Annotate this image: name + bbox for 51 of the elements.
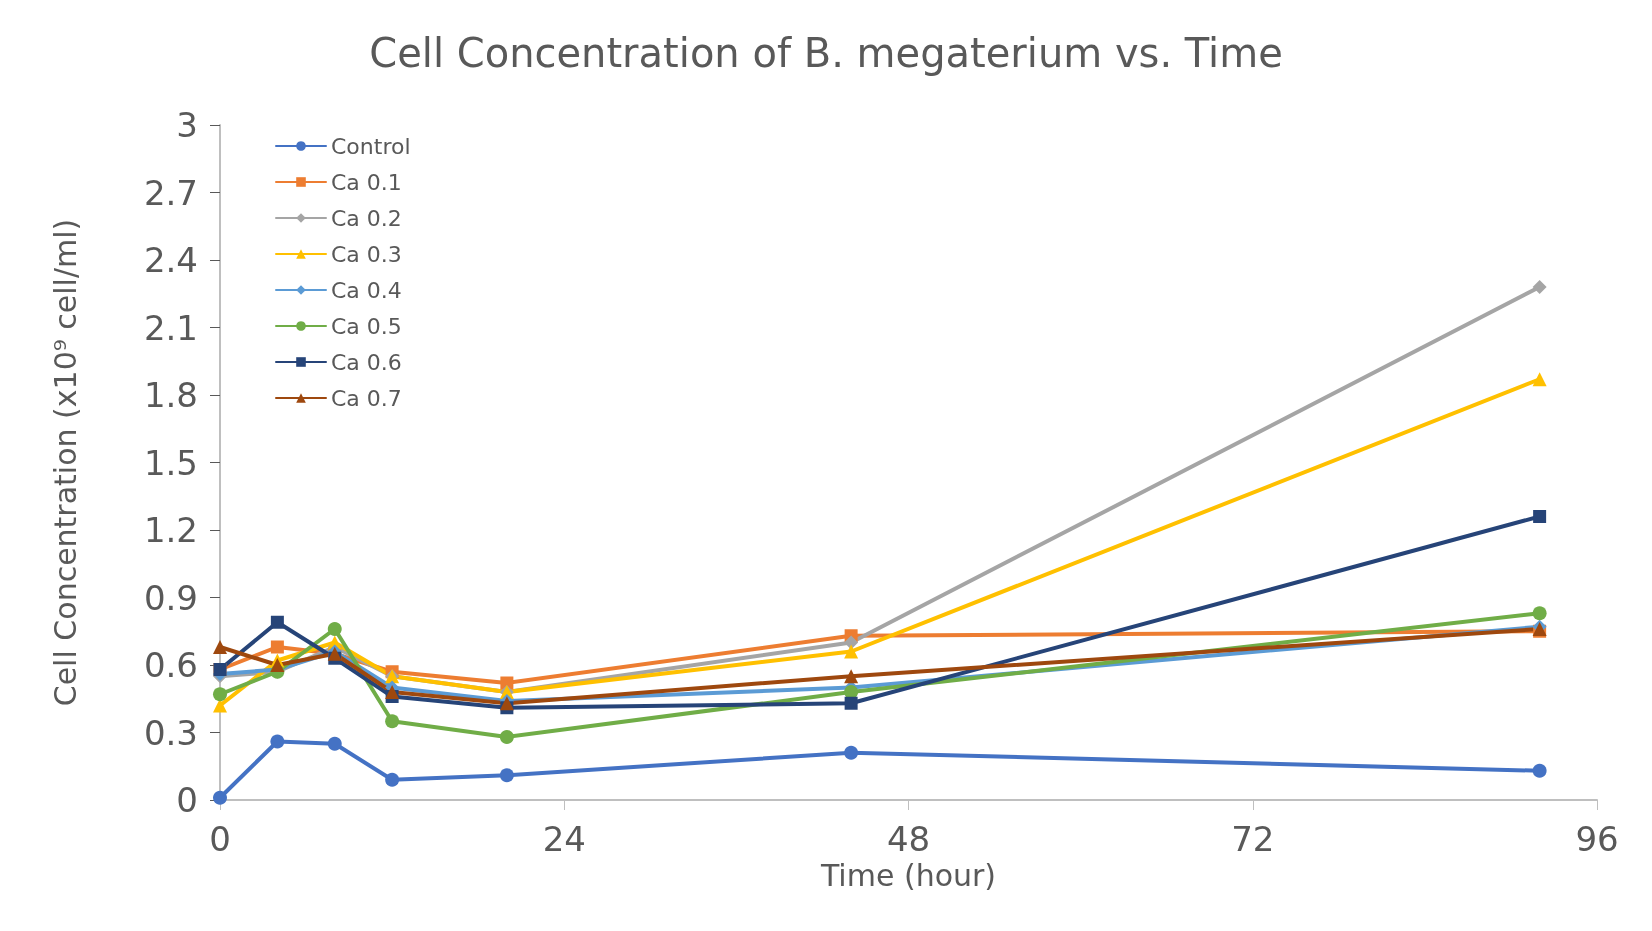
legend-label: Ca 0.2 bbox=[331, 205, 402, 231]
y-tick-label: 1.5 bbox=[143, 442, 198, 483]
point bbox=[270, 734, 285, 749]
point bbox=[213, 687, 227, 702]
legend-label: Control bbox=[331, 133, 411, 159]
point bbox=[844, 669, 859, 684]
point bbox=[213, 640, 227, 654]
legend-label: Ca 0.1 bbox=[331, 169, 402, 195]
point bbox=[1533, 510, 1547, 523]
x-tick-label: 72 bbox=[1231, 819, 1275, 859]
legend-label: Ca 0.4 bbox=[331, 277, 402, 303]
point bbox=[1532, 763, 1547, 778]
point bbox=[844, 745, 859, 760]
y-tick-label: 1.2 bbox=[143, 510, 198, 550]
point bbox=[1532, 280, 1547, 294]
legend-label: Ca 0.3 bbox=[331, 241, 402, 267]
y-tick-label: 2.1 bbox=[143, 307, 198, 348]
point bbox=[499, 768, 514, 783]
point bbox=[327, 622, 342, 636]
point bbox=[385, 772, 400, 787]
point bbox=[1532, 372, 1547, 387]
point bbox=[844, 696, 858, 710]
point bbox=[327, 736, 342, 751]
legend-label: Ca 0.5 bbox=[331, 313, 402, 339]
point bbox=[270, 640, 284, 654]
point bbox=[499, 730, 514, 744]
x-tick-label: 48 bbox=[886, 819, 931, 859]
legend-label: Ca 0.7 bbox=[331, 385, 402, 411]
point bbox=[844, 685, 859, 699]
y-tick-label: 0.3 bbox=[143, 712, 198, 753]
point bbox=[270, 615, 284, 629]
point bbox=[1532, 606, 1547, 621]
x-axis-title: Time (hour) bbox=[819, 858, 997, 894]
x-tick-label: 24 bbox=[542, 819, 586, 859]
point bbox=[844, 644, 859, 659]
point bbox=[270, 658, 285, 672]
x-tick-label: 96 bbox=[1575, 819, 1619, 859]
y-tick-label: 0.9 bbox=[143, 577, 198, 618]
legend-label: Ca 0.6 bbox=[331, 349, 402, 375]
y-tick-label: 2.7 bbox=[143, 172, 198, 213]
y-tick-label: 3 bbox=[176, 105, 198, 145]
y-axis-title: Cell Concentration (x10⁹ cell/ml) bbox=[47, 218, 83, 707]
point bbox=[385, 685, 400, 699]
point bbox=[213, 790, 227, 805]
x-tick-label: 0 bbox=[209, 819, 231, 859]
chart-title: Cell Concentration of B. megaterium vs. Time bbox=[369, 30, 1283, 76]
y-tick-label: 2.4 bbox=[143, 240, 198, 280]
point bbox=[385, 714, 400, 729]
y-tick-label: 0 bbox=[176, 780, 198, 820]
y-tick-label: 0.6 bbox=[143, 645, 198, 685]
y-tick-label: 1.8 bbox=[143, 375, 198, 415]
